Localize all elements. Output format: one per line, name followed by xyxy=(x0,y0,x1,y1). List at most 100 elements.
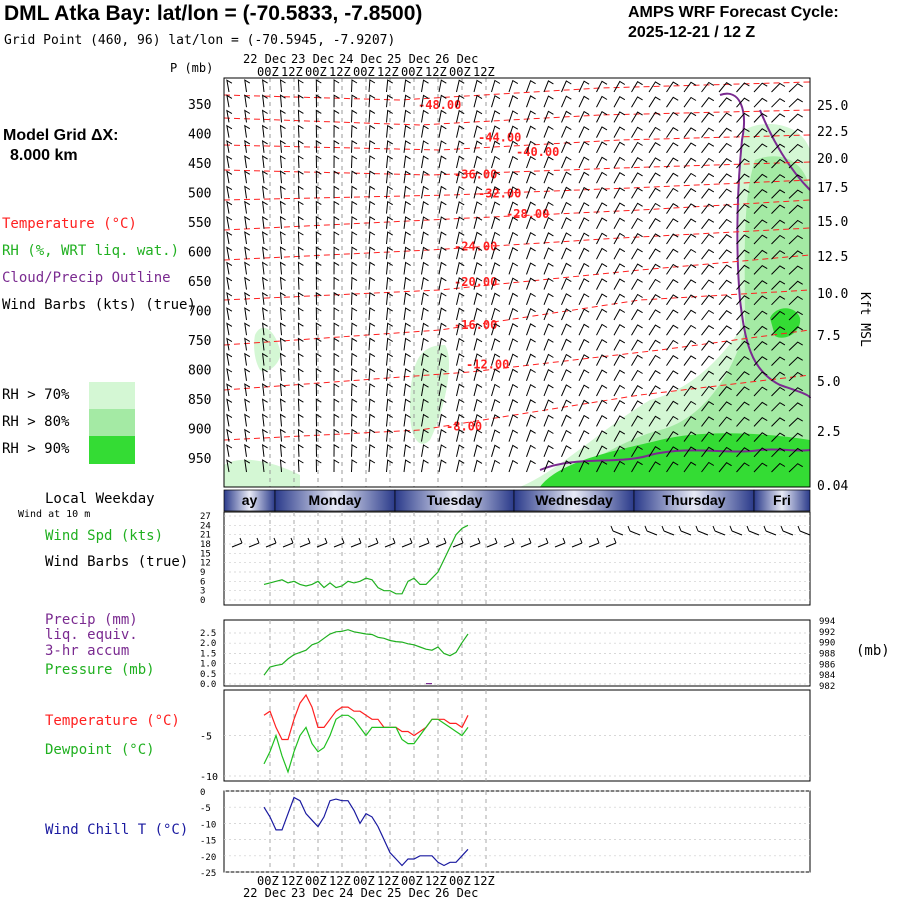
wind-barb xyxy=(368,139,376,153)
wind-barb xyxy=(631,293,643,306)
wind-panel-frame xyxy=(223,511,811,606)
wind-barb xyxy=(226,140,233,153)
wind-barb xyxy=(631,141,643,154)
wind-barb xyxy=(473,353,483,366)
wind-barb xyxy=(771,432,786,442)
wind-barb xyxy=(561,399,572,412)
wind-barb xyxy=(261,79,268,93)
wind-barb xyxy=(491,322,501,336)
wind-barb xyxy=(244,428,251,442)
wind-barb xyxy=(368,170,376,184)
wind-barb xyxy=(473,231,483,245)
wind-barb xyxy=(456,185,465,199)
wind-barb xyxy=(578,202,590,214)
wind-barb xyxy=(666,127,679,138)
wind-barb xyxy=(421,413,429,427)
bottom-date-label: 24 Dec xyxy=(339,886,382,900)
wind-barb xyxy=(279,79,286,93)
wind-barb xyxy=(368,307,376,321)
wind-barb xyxy=(421,155,429,169)
wind-barb xyxy=(473,444,483,457)
wind-barb xyxy=(386,140,393,153)
wind-barb xyxy=(718,203,732,214)
wind-barb xyxy=(683,279,697,290)
wind-barb xyxy=(351,459,358,473)
bottom-time-label: 00Z xyxy=(401,874,423,888)
wind-barb xyxy=(244,398,251,412)
wind-barb xyxy=(613,293,626,306)
wind-barb xyxy=(421,170,429,184)
pressure-tick: 750 xyxy=(188,334,211,349)
wind-barb xyxy=(315,139,322,153)
wind-barb xyxy=(386,444,393,457)
wind-barb xyxy=(578,278,590,290)
wind-barb xyxy=(491,398,501,412)
wind-barb xyxy=(351,109,358,123)
wind-barb xyxy=(718,340,732,351)
wind-barb xyxy=(631,430,643,442)
pressure-y-tick: 990 xyxy=(819,639,835,649)
wind-barb xyxy=(753,143,768,154)
wind-barb xyxy=(261,215,268,229)
wind-barb xyxy=(351,246,358,260)
wind-barb xyxy=(596,126,608,138)
wind-barb xyxy=(351,428,358,442)
wind-barb xyxy=(736,401,750,412)
wind-barb xyxy=(491,140,501,153)
wind-barb xyxy=(226,383,233,397)
wind-barb xyxy=(261,109,268,123)
wind-barb xyxy=(508,307,519,321)
wind-barb xyxy=(368,443,376,457)
wind-barb xyxy=(648,370,661,382)
wind-barb xyxy=(297,367,304,381)
wind-barb xyxy=(771,128,786,138)
wind-barb xyxy=(333,215,340,229)
wind-barb xyxy=(333,124,340,138)
precip-liq-label: liq. equiv. xyxy=(45,627,138,643)
wind-barb xyxy=(315,459,322,473)
wind-barb xyxy=(473,170,483,184)
windchill-y-tick: -25 xyxy=(200,869,216,879)
wind-barb xyxy=(666,431,679,442)
wind-barb xyxy=(788,83,803,93)
wind-barb xyxy=(561,262,572,275)
wind-barb xyxy=(526,171,536,184)
wind-barb xyxy=(403,200,411,214)
temp-contour-7 xyxy=(223,254,811,301)
wind-barb xyxy=(526,459,536,473)
wind-barb xyxy=(279,139,286,153)
wind-barb xyxy=(666,446,679,458)
wind-barb xyxy=(491,459,501,473)
wind-barb xyxy=(386,307,393,321)
wind-barb xyxy=(666,339,679,351)
wind-barb xyxy=(788,219,803,230)
legend-rh: RH (%, WRT liq. wat.) xyxy=(2,243,180,259)
wind-barb xyxy=(351,155,358,169)
wind-barb xyxy=(368,200,376,214)
wind-barb xyxy=(438,459,447,473)
wind-barb xyxy=(526,201,536,214)
wind-barb xyxy=(596,262,608,275)
wind-y-tick: 27 xyxy=(200,512,211,522)
wind-barb xyxy=(368,413,376,427)
wind-barb xyxy=(771,371,786,382)
wind-barb xyxy=(771,234,786,245)
wind-barb xyxy=(508,368,519,381)
wind-barb xyxy=(648,126,661,138)
wind-barb xyxy=(561,308,572,321)
wind-barb xyxy=(508,95,519,108)
wind-barb xyxy=(508,140,519,153)
wind-barb xyxy=(648,415,661,427)
wind-barb xyxy=(261,155,268,169)
wind-barb xyxy=(226,413,233,427)
wind-barb xyxy=(736,112,750,123)
wind-barb xyxy=(648,278,661,290)
precip-y-tick: 0.0 xyxy=(200,680,216,690)
wind-barb xyxy=(526,216,536,229)
wind-barb xyxy=(368,459,376,473)
wind-barb xyxy=(718,218,732,230)
wind-barb xyxy=(648,202,661,214)
wind-barb xyxy=(297,322,304,336)
wind-barb xyxy=(244,337,251,351)
wind-barb xyxy=(788,280,803,290)
